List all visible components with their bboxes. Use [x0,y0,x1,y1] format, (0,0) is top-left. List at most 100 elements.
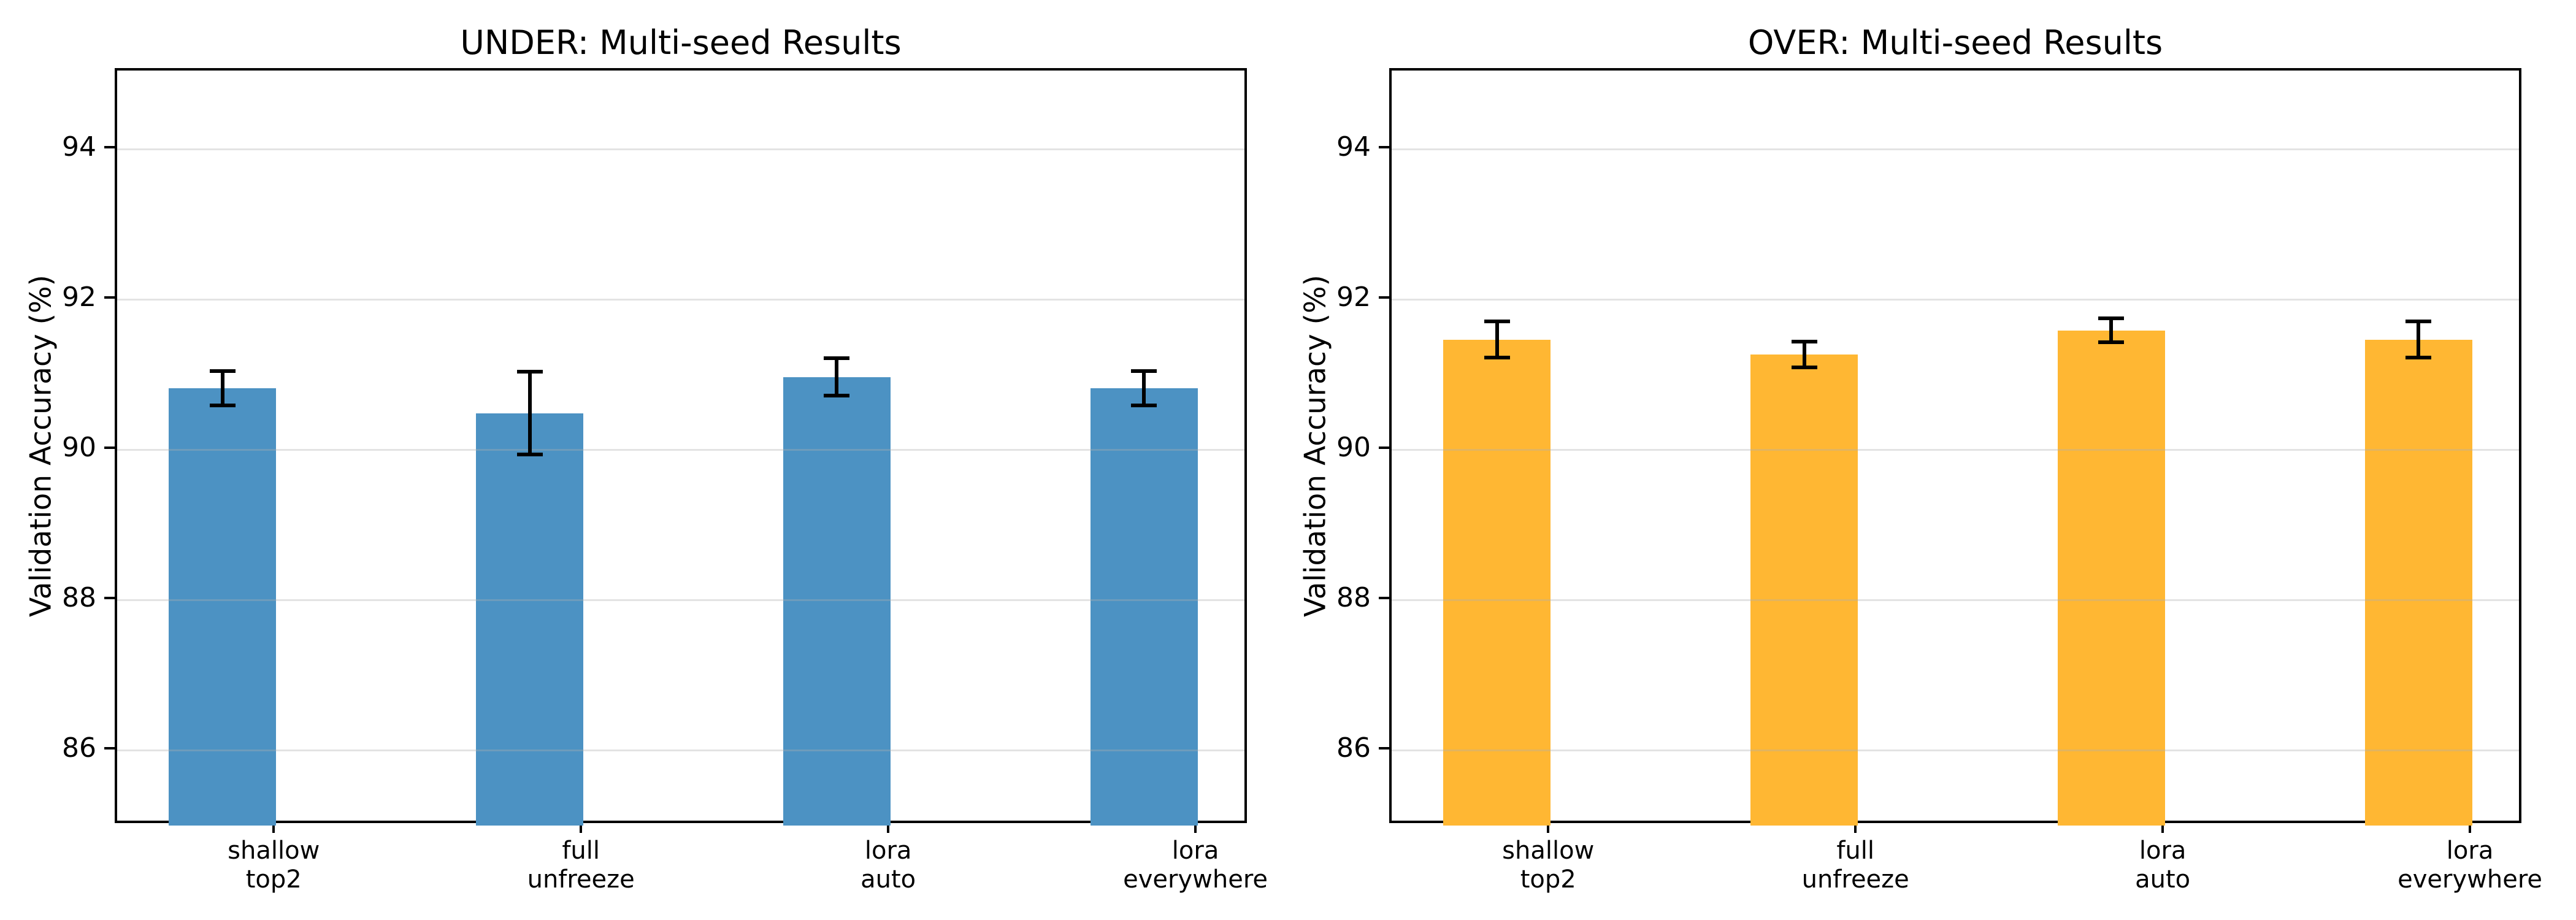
bar-full-unfreeze [475,413,584,826]
gridline-y-94 [1392,148,2519,151]
chart-under: UNDER: Multi-seed Results Validation Acc… [25,23,1268,894]
x-tick-label-line: auto [2135,865,2191,894]
error-bar-line [1802,342,1806,367]
x-tick-label: lora auto [729,837,1048,894]
x-tick-label-line: lora [1171,837,1219,865]
x-tick-label-line: top2 [245,865,302,894]
chart-over: OVER: Multi-seed Results Validation Accu… [1288,0,2576,920]
x-tick [272,823,275,833]
error-bar-line [2109,318,2114,343]
y-tick [1379,145,1389,148]
error-bar-cap [2405,320,2432,324]
error-bar-cap [1484,320,1510,324]
x-tick-label-line: auto [861,865,916,894]
bar-full-unfreeze [1750,355,1858,826]
y-tick [1379,596,1389,599]
x-tick-label-line: shallow [1502,837,1595,865]
y-tick-label: 88 [62,581,96,613]
y-tick [104,145,115,148]
x-tick [2161,823,2164,833]
x-tick-label: lora everywhere [1036,837,1355,894]
gridline-y-88 [117,599,1244,602]
error-bar-cap [2405,355,2432,359]
chart-title: UNDER: Multi-seed Results [460,23,902,62]
x-tick-label-line: lora [2139,837,2187,865]
bar-lora-everywhere [1090,388,1198,826]
x-tick [1547,823,1550,833]
x-tick-label: full unfreeze [421,837,740,894]
error-bar-cap [1131,404,1157,408]
y-tick [1379,446,1389,449]
y-tick-label: 90 [1336,431,1371,463]
gridline-y-92 [1392,299,2519,301]
x-tick [1854,823,1857,833]
gridline-y-90 [117,449,1244,451]
x-tick-label-line: everywhere [1123,865,1268,894]
x-tick [887,823,890,833]
error-bar-cap [516,370,543,374]
gridline-y-90 [1392,449,2519,451]
y-tick-label: 86 [1336,732,1371,764]
error-bar-cap [2098,316,2125,321]
error-bar-cap [2098,340,2125,345]
error-bar-cap [516,452,543,456]
error-bar-line [1142,370,1146,406]
error-bar-cap [1791,340,1817,344]
x-tick-label-line: full [562,837,600,865]
y-tick [104,596,115,599]
y-tick [1379,296,1389,299]
y-tick [104,746,115,749]
x-tick-label-line: top2 [1520,865,1576,894]
plot-area [1389,68,2521,826]
error-bar-line [2417,321,2421,358]
error-bar-line [835,358,839,396]
x-tick [580,823,583,833]
x-tick-label-line: full [1836,837,1875,865]
plot-area [115,68,1247,826]
error-bar-cap [1484,355,1510,359]
error-bar-cap [209,369,236,373]
y-tick-label: 86 [62,732,96,764]
error-bar-line [1495,321,1499,358]
x-tick-label: lora everywhere [2310,837,2576,894]
error-bar-cap [824,356,850,361]
error-bar-cap [1131,369,1157,373]
x-tick-label-line: lora [2446,837,2494,865]
x-tick-label: shallow top2 [114,837,433,894]
x-tick-label: shallow top2 [1389,837,1708,894]
y-tick-label: 92 [62,281,96,313]
gridline-y-86 [117,749,1244,751]
y-tick-label: 94 [1336,131,1371,163]
bar-shallow-top2 [168,388,277,826]
x-tick-label-line: unfreeze [527,865,635,894]
error-bar-line [220,370,224,406]
x-tick-label: full unfreeze [1696,837,2015,894]
x-tick [1194,823,1197,833]
error-bar-cap [209,404,236,408]
y-tick [1379,746,1389,749]
bar-lora-auto [783,377,891,826]
y-tick-label: 88 [1336,581,1371,613]
error-bar-cap [1791,365,1817,369]
x-tick-label-line: shallow [228,837,320,865]
x-tick [2469,823,2472,833]
error-bar-line [527,372,532,454]
gridline-y-88 [1392,599,2519,602]
y-tick-label: 90 [62,431,96,463]
x-tick-label-line: lora [864,837,912,865]
bar-lora-auto [2057,330,2166,826]
gridline-y-92 [117,299,1244,301]
x-tick-label: lora auto [2003,837,2322,894]
x-tick-label-line: unfreeze [1801,865,1909,894]
y-tick [104,296,115,299]
bar-lora-everywhere [2364,339,2473,826]
y-tick-label: 94 [62,131,96,163]
error-bar-cap [824,394,850,398]
bar-shallow-top2 [1443,339,1551,826]
chart-title: OVER: Multi-seed Results [1747,23,2163,62]
y-tick [104,446,115,449]
gridline-y-86 [1392,749,2519,751]
y-tick-label: 92 [1336,281,1371,313]
gridline-y-94 [117,148,1244,151]
